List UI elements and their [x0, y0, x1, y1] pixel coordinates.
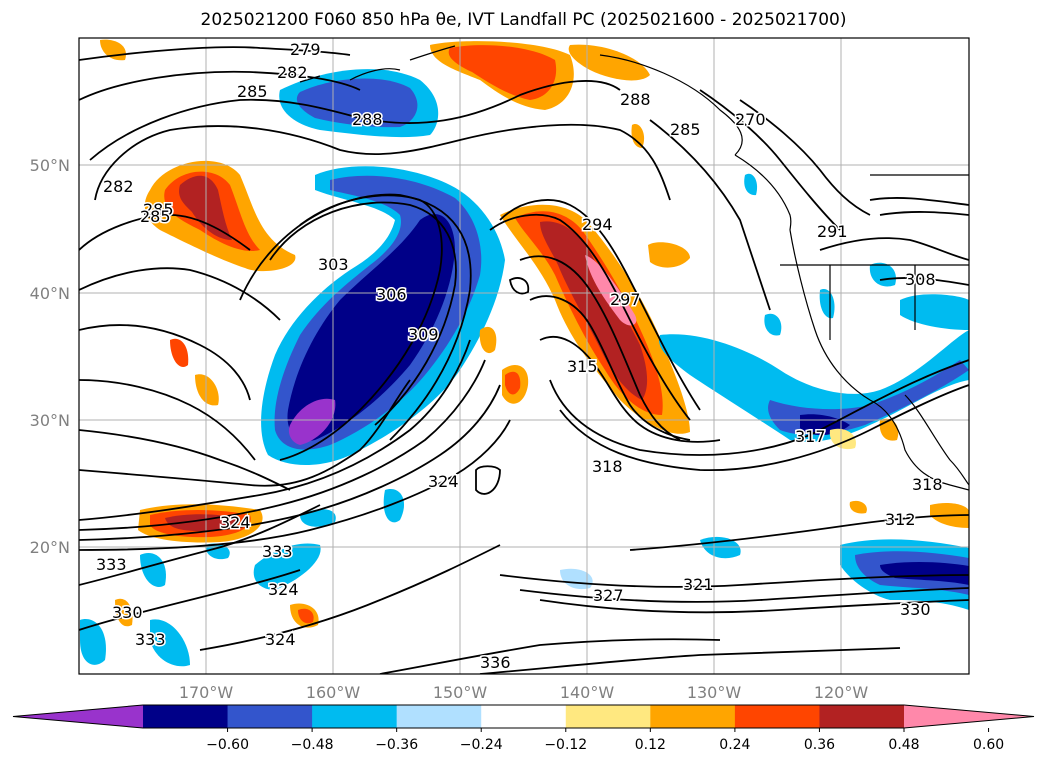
filled-ivt-regions	[80, 39, 969, 667]
colorbar-extend-high	[904, 705, 1034, 728]
colorbar-segment	[819, 705, 905, 728]
contour-label: 270	[735, 110, 766, 129]
y-tick-label: 50°N	[30, 156, 70, 175]
x-tick-label: 130°W	[687, 683, 742, 702]
contour-label: 321	[683, 575, 714, 594]
colorbar-segment	[396, 705, 482, 728]
contour-label: 306	[376, 285, 407, 304]
contour-label: 324	[220, 513, 251, 532]
plot-frame	[78, 37, 970, 675]
contour-label: 324	[268, 580, 299, 599]
contour-label: 315	[567, 357, 598, 376]
contour-label: 285	[237, 82, 268, 101]
contour-label: 333	[96, 555, 127, 574]
x-tick-label: 120°W	[814, 683, 869, 702]
colorbar-segment	[650, 705, 736, 728]
x-tick-label: 160°W	[306, 683, 361, 702]
y-axis-labels: 20°N 30°N 40°N 50°N	[30, 156, 70, 557]
contour-label: 285	[140, 207, 171, 226]
contour-label: 291	[817, 222, 848, 241]
colorbar-tick-label: −0.60	[206, 737, 249, 753]
colorbar-tick-label: −0.12	[544, 737, 587, 753]
contour-label: 285	[670, 120, 701, 139]
plot-area	[79, 38, 969, 674]
contour-label: 333	[262, 542, 293, 561]
map-title: 2025021200 F060 850 hPa θe, IVT Landfall…	[200, 10, 847, 30]
contour-label: 327	[593, 586, 624, 605]
theta-e-contours	[79, 46, 969, 674]
colorbar-segment	[312, 705, 398, 728]
colorbar-segment	[227, 705, 313, 728]
x-tick-label: 170°W	[179, 683, 234, 702]
y-tick-label: 40°N	[30, 284, 70, 303]
colorbar-tick-label: 0.60	[973, 737, 1004, 753]
colorbar-segment	[734, 705, 820, 728]
contour-label: 333	[135, 630, 166, 649]
contour-label: 285	[143, 200, 174, 219]
contour-label: 336	[480, 653, 511, 672]
y-tick-label: 20°N	[30, 538, 70, 557]
contour-labels: 279 282 285 288 285 282 285 303 306 309 …	[95, 39, 945, 674]
contour-label: 282	[277, 63, 308, 82]
contour-label: 330	[900, 600, 931, 619]
contour-label: 282	[103, 177, 134, 196]
x-tick-label: 150°W	[433, 683, 488, 702]
colorbar-tick-label: 0.36	[804, 737, 835, 753]
colorbar-segment	[143, 705, 229, 728]
colorbar-segment	[565, 705, 651, 728]
contour-label: 324	[428, 472, 459, 491]
contour-label: 312	[885, 510, 916, 529]
colorbar-tick-label: 0.24	[719, 737, 750, 753]
y-tick-label: 30°N	[30, 411, 70, 430]
colorbar-tick-label: −0.36	[375, 737, 418, 753]
contour-label: 309	[408, 325, 439, 344]
colorbar-tick-label: −0.24	[460, 737, 503, 753]
contour-label: 318	[912, 475, 943, 494]
contour-label: 288	[620, 90, 651, 109]
contour-label: 294	[582, 215, 613, 234]
contour-label: 297	[610, 290, 641, 309]
contour-label: 318	[592, 457, 623, 476]
contour-label: 288	[352, 110, 383, 129]
contour-label: 308	[905, 270, 936, 289]
colorbar-extend-low	[13, 705, 143, 728]
colorbar-tick-label: −0.48	[291, 737, 334, 753]
contour-label: 330	[112, 603, 143, 622]
x-axis-labels: 170°W 160°W 150°W 140°W 130°W 120°W	[179, 683, 869, 702]
colorbar-segment	[481, 705, 567, 728]
colorbar: −0.60 −0.48 −0.36 −0.24 −0.12 0.12 0.24 0.36 0.4…	[12, 704, 1035, 753]
coastlines	[299, 45, 969, 491]
contour-label: 303	[318, 255, 349, 274]
colorbar-tick-label: 0.12	[635, 737, 666, 753]
colorbar-tick-label: 0.48	[888, 737, 919, 753]
contour-label: 324	[265, 630, 296, 649]
contour-label: 317	[795, 427, 826, 446]
x-tick-label: 140°W	[560, 683, 615, 702]
contour-label: 279	[290, 40, 321, 59]
